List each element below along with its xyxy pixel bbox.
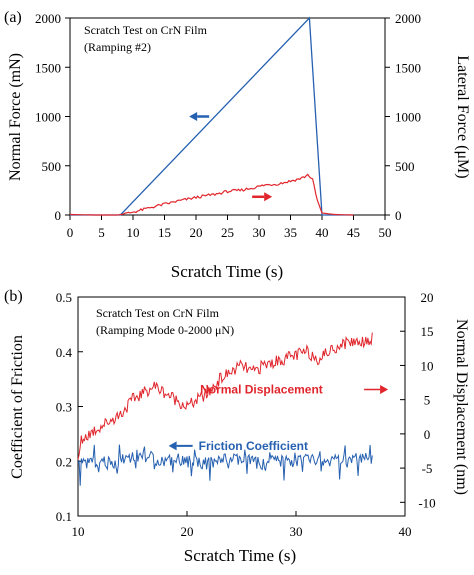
panel-a-x-tick-label: 20 — [190, 225, 203, 240]
panel-a-right-y-tick-label: 0 — [395, 208, 402, 223]
panel-a-right-y-tick-label: 1000 — [395, 110, 421, 125]
panel-a-annotation-line-1: Scratch Test on CrN Film — [84, 23, 208, 37]
panel-b-left-y-tick-label: 0.4 — [56, 345, 73, 360]
panel-b-right-y-tick-label: 0 — [424, 427, 431, 442]
panel-a-left-y-tick-label: 0 — [55, 208, 62, 223]
panel-b: (b) Scratch Test on CrN Film (Ramping Mo… — [4, 288, 470, 565]
panel-b-x-tick-label: 30 — [290, 524, 303, 539]
panel-b-series — [77, 332, 373, 486]
panel-b-left-y-tick-label: 0.5 — [56, 290, 72, 305]
panel-b-annotation-line-2: (Ramping Mode 0-2000 μN) — [96, 323, 234, 337]
arrow-right-icon — [264, 192, 273, 202]
panel-b-x-tick-label: 10 — [72, 524, 85, 539]
panel-a-left-y-tick-label: 1500 — [35, 60, 61, 75]
panel-b-annotation-line-1: Scratch Test on CrN Film — [96, 306, 220, 320]
panel-a-x-tick-label: 50 — [379, 225, 392, 240]
panel-b-right-y-tick-label: 15 — [421, 324, 434, 339]
panel-a-arrows — [189, 112, 273, 202]
arrow-left-icon — [189, 112, 198, 121]
panel-b-left-y-axis-label: Coefficient of Friction — [9, 335, 26, 479]
panel-a-left-y-tick-label: 2000 — [35, 11, 61, 26]
panel-a-right-y-axis-label: Lateral Force (μM) — [454, 55, 471, 178]
panel-b-normal-displacement-line — [77, 332, 373, 460]
arrow-right-icon — [380, 385, 389, 395]
panel-b-series-labels: Normal Displacement Friction Coefficient — [168, 383, 389, 453]
panel-b-right-y-tick-label: -5 — [422, 461, 433, 476]
panel-a-x-tick-label: 25 — [221, 225, 234, 240]
panel-a-series — [70, 16, 354, 216]
panel-a-right-y-tick-label: 500 — [395, 159, 415, 174]
panel-a-x-tick-label: 15 — [158, 225, 171, 240]
panel-a-right-y-tick-label: 2000 — [395, 11, 421, 26]
panel-a-x-ticks: 0 5 10 15 20 25 30 35 40 45 50 — [67, 215, 392, 240]
panel-a-left-y-ticks: 0 500 1000 1500 2000 — [35, 11, 70, 223]
panel-a-x-tick-label: 45 — [347, 225, 360, 240]
panel-b-left-y-tick-label: 0.1 — [56, 509, 72, 524]
panel-b-series-label: Normal Displacement — [200, 383, 323, 397]
panel-b-x-axis-label: Scratch Time (s) — [184, 546, 296, 565]
panel-a-lateral-force-line — [70, 173, 354, 216]
panel-a-x-tick-label: 35 — [284, 225, 297, 240]
panel-b-right-y-axis-label: Normal Displacement (nm) — [453, 319, 470, 495]
panel-b-right-y-tick-label: 10 — [421, 358, 434, 373]
panel-a-x-tick-label: 10 — [127, 225, 140, 240]
panel-a: (a) Scratch Test on CrN Film (Ramping #2… — [4, 9, 471, 281]
panel-b-right-y-tick-label: 20 — [421, 290, 434, 305]
panel-b-right-y-tick-label: -10 — [418, 495, 435, 510]
panel-a-left-y-tick-label: 1000 — [35, 110, 61, 125]
panel-a-x-tick-label: 40 — [316, 225, 329, 240]
panel-a-annotation-line-2: (Ramping #2) — [84, 40, 151, 54]
panel-b-right-y-tick-label: 5 — [424, 393, 431, 408]
panel-b-x-tick-label: 20 — [181, 524, 194, 539]
panel-a-x-tick-label: 5 — [98, 225, 105, 240]
panel-b-x-tick-label: 40 — [399, 524, 412, 539]
panel-b-left-y-ticks: 0.1 0.2 0.3 0.4 0.5 — [56, 290, 83, 524]
panel-b-right-y-ticks: -10 -5 0 5 10 15 20 — [400, 290, 436, 510]
panel-b-series-label: Friction Coefficient — [199, 439, 308, 453]
panel-b-left-y-tick-label: 0.2 — [56, 454, 72, 469]
panel-b-friction-coefficient-line — [77, 444, 373, 486]
panel-b-label: (b) — [4, 288, 23, 305]
panel-a-right-y-tick-label: 1500 — [395, 60, 421, 75]
panel-a-left-y-tick-label: 500 — [42, 159, 62, 174]
panel-b-x-ticks: 10 20 30 40 — [72, 511, 412, 539]
panel-a-right-y-ticks: 0 500 1000 1500 2000 — [385, 11, 421, 223]
panel-a-x-axis-label: Scratch Time (s) — [171, 262, 283, 281]
panel-a-left-y-axis-label: Normal Force (mN) — [7, 53, 24, 181]
arrow-left-icon — [168, 441, 177, 451]
panel-a-x-tick-label: 30 — [253, 225, 266, 240]
panel-a-label: (a) — [4, 9, 22, 26]
panel-a-x-tick-label: 0 — [67, 225, 74, 240]
panel-b-left-y-tick-label: 0.3 — [56, 400, 72, 415]
